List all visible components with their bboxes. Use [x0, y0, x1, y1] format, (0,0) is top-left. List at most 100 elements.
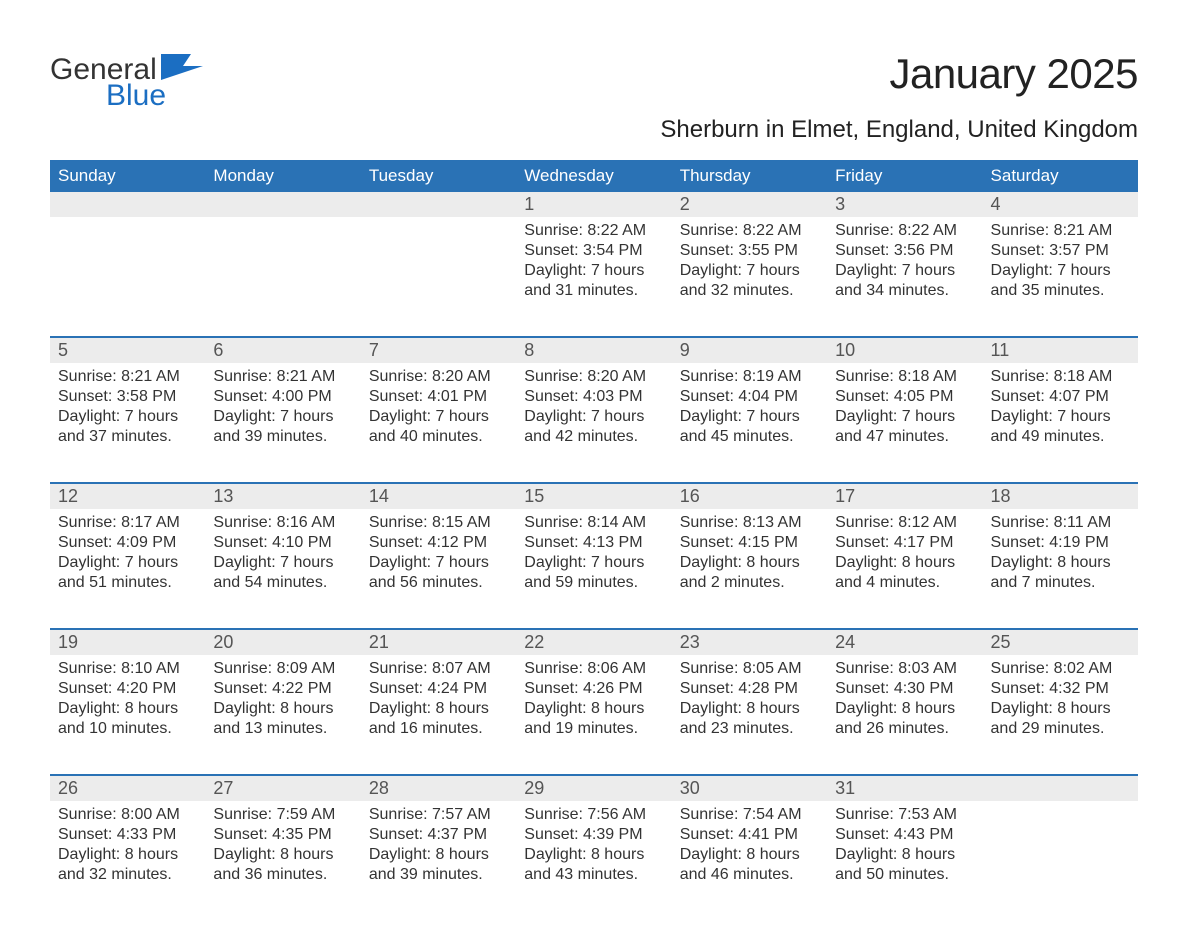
sunset: Sunset: 3:54 PM — [524, 241, 663, 261]
sunrise: Sunrise: 8:09 AM — [213, 659, 352, 679]
cell-text: Sunrise: 8:14 AMSunset: 4:13 PMDaylight:… — [524, 513, 663, 593]
sunrise: Sunrise: 8:22 AM — [835, 221, 974, 241]
cell-text: Sunrise: 8:18 AMSunset: 4:05 PMDaylight:… — [835, 367, 974, 447]
day-header: Tuesday — [361, 160, 516, 192]
day-number: 31 — [827, 776, 982, 801]
calendar-cell: 25Sunrise: 8:02 AMSunset: 4:32 PMDayligh… — [983, 630, 1138, 760]
sunset: Sunset: 4:13 PM — [524, 533, 663, 553]
sunrise: Sunrise: 8:21 AM — [991, 221, 1130, 241]
calendar-cell: 23Sunrise: 8:05 AMSunset: 4:28 PMDayligh… — [672, 630, 827, 760]
daylight: Daylight: 7 hours and 47 minutes. — [835, 407, 974, 447]
daylight: Daylight: 8 hours and 36 minutes. — [213, 845, 352, 885]
day-number — [205, 192, 360, 217]
week-row: 26Sunrise: 8:00 AMSunset: 4:33 PMDayligh… — [50, 774, 1138, 906]
calendar-cell: 10 Sunrise: 8:18 AMSunset: 4:05 PMDayligh… — [827, 338, 982, 468]
day-number: 8 — [516, 338, 671, 363]
daylight: Daylight: 7 hours and 59 minutes. — [524, 553, 663, 593]
calendar-cell — [50, 192, 205, 322]
calendar-cell: 30 Sunrise: 7:54 AMSunset: 4:41 PMDayligh… — [672, 776, 827, 906]
day-number: 6 — [205, 338, 360, 363]
cell-text: Sunrise: 7:56 AMSunset: 4:39 PMDaylight:… — [524, 805, 663, 885]
cell-text: Sunrise: 8:11 AMSunset: 4:19 PMDaylight:… — [991, 513, 1130, 593]
daylight: Daylight: 7 hours and 40 minutes. — [369, 407, 508, 447]
cell-text: Sunrise: 8:12 AMSunset: 4:17 PMDaylight:… — [835, 513, 974, 593]
daylight: Daylight: 7 hours and 42 minutes. — [524, 407, 663, 447]
sunrise: Sunrise: 8:10 AM — [58, 659, 197, 679]
sunrise: Sunrise: 8:15 AM — [369, 513, 508, 533]
day-number: 24 — [827, 630, 982, 655]
daylight: Daylight: 7 hours and 32 minutes. — [680, 261, 819, 301]
day-number: 13 — [205, 484, 360, 509]
day-number: 3 — [827, 192, 982, 217]
calendar-cell — [983, 776, 1138, 906]
daylight: Daylight: 7 hours and 49 minutes. — [991, 407, 1130, 447]
day-header: Thursday — [672, 160, 827, 192]
day-number: 20 — [205, 630, 360, 655]
daylight: Daylight: 7 hours and 54 minutes. — [213, 553, 352, 593]
day-number: 10 — [827, 338, 982, 363]
sunrise: Sunrise: 7:53 AM — [835, 805, 974, 825]
day-number: 4 — [983, 192, 1138, 217]
calendar-cell: 8 Sunrise: 8:20 AMSunset: 4:03 PMDaylight… — [516, 338, 671, 468]
daylight: Daylight: 7 hours and 37 minutes. — [58, 407, 197, 447]
daylight: Daylight: 8 hours and 10 minutes. — [58, 699, 197, 739]
calendar-cell: 21Sunrise: 8:07 AMSunset: 4:24 PMDayligh… — [361, 630, 516, 760]
sunset: Sunset: 4:01 PM — [369, 387, 508, 407]
sunset: Sunset: 4:03 PM — [524, 387, 663, 407]
sunset: Sunset: 4:04 PM — [680, 387, 819, 407]
daylight: Daylight: 7 hours and 35 minutes. — [991, 261, 1130, 301]
calendar-cell: 28 Sunrise: 7:57 AMSunset: 4:37 PMDayligh… — [361, 776, 516, 906]
day-number: 1 — [516, 192, 671, 217]
sunset: Sunset: 4:43 PM — [835, 825, 974, 845]
sunrise: Sunrise: 8:22 AM — [524, 221, 663, 241]
cell-text: Sunrise: 8:21 AMSunset: 3:58 PMDaylight:… — [58, 367, 197, 447]
sunset: Sunset: 4:22 PM — [213, 679, 352, 699]
calendar-cell: 29Sunrise: 7:56 AMSunset: 4:39 PMDayligh… — [516, 776, 671, 906]
sunrise: Sunrise: 8:18 AM — [991, 367, 1130, 387]
calendar-cell: 2Sunrise: 8:22 AMSunset: 3:55 PMDaylight… — [672, 192, 827, 322]
calendar-cell: 31Sunrise: 7:53 AMSunset: 4:43 PMDayligh… — [827, 776, 982, 906]
cell-text: Sunrise: 8:15 AMSunset: 4:12 PMDaylight:… — [369, 513, 508, 593]
cell-text: Sunrise: 8:20 AMSunset: 4:01 PMDaylight:… — [369, 367, 508, 447]
sunrise: Sunrise: 8:02 AM — [991, 659, 1130, 679]
sunset: Sunset: 4:00 PM — [213, 387, 352, 407]
sunrise: Sunrise: 7:54 AM — [680, 805, 819, 825]
day-number — [361, 192, 516, 217]
sunrise: Sunrise: 8:06 AM — [524, 659, 663, 679]
calendar-cell: 12Sunrise: 8:17 AMSunset: 4:09 PMDayligh… — [50, 484, 205, 614]
cell-text: Sunrise: 8:18 AMSunset: 4:07 PMDaylight:… — [991, 367, 1130, 447]
cell-text: Sunrise: 7:54 AMSunset: 4:41 PMDaylight:… — [680, 805, 819, 885]
daylight: Daylight: 8 hours and 4 minutes. — [835, 553, 974, 593]
calendar-cell: 3Sunrise: 8:22 AMSunset: 3:56 PMDaylight… — [827, 192, 982, 322]
sunset: Sunset: 4:35 PM — [213, 825, 352, 845]
cell-text: Sunrise: 8:03 AMSunset: 4:30 PMDaylight:… — [835, 659, 974, 739]
day-number: 28 — [361, 776, 516, 801]
sunset: Sunset: 4:15 PM — [680, 533, 819, 553]
sunset: Sunset: 3:56 PM — [835, 241, 974, 261]
calendar-cell: 17Sunrise: 8:12 AMSunset: 4:17 PMDayligh… — [827, 484, 982, 614]
sunrise: Sunrise: 8:18 AM — [835, 367, 974, 387]
cell-text: Sunrise: 8:20 AMSunset: 4:03 PMDaylight:… — [524, 367, 663, 447]
sunrise: Sunrise: 8:13 AM — [680, 513, 819, 533]
sunset: Sunset: 4:33 PM — [58, 825, 197, 845]
sunrise: Sunrise: 7:57 AM — [369, 805, 508, 825]
calendar: Sunday Monday Tuesday Wednesday Thursday… — [50, 160, 1138, 906]
day-number: 30 — [672, 776, 827, 801]
sunrise: Sunrise: 7:56 AM — [524, 805, 663, 825]
cell-text: Sunrise: 7:57 AMSunset: 4:37 PMDaylight:… — [369, 805, 508, 885]
day-number: 12 — [50, 484, 205, 509]
sunrise: Sunrise: 8:11 AM — [991, 513, 1130, 533]
sunset: Sunset: 4:32 PM — [991, 679, 1130, 699]
day-number: 7 — [361, 338, 516, 363]
sunset: Sunset: 4:12 PM — [369, 533, 508, 553]
day-header: Sunday — [50, 160, 205, 192]
sunrise: Sunrise: 8:00 AM — [58, 805, 197, 825]
calendar-cell: 7 Sunrise: 8:20 AMSunset: 4:01 PMDaylight… — [361, 338, 516, 468]
sunset: Sunset: 4:41 PM — [680, 825, 819, 845]
daylight: Daylight: 8 hours and 19 minutes. — [524, 699, 663, 739]
cell-text: Sunrise: 8:21 AMSunset: 3:57 PMDaylight:… — [991, 221, 1130, 301]
sunset: Sunset: 4:17 PM — [835, 533, 974, 553]
day-number: 27 — [205, 776, 360, 801]
sunset: Sunset: 3:57 PM — [991, 241, 1130, 261]
logo-text-blue: Blue — [106, 79, 203, 113]
